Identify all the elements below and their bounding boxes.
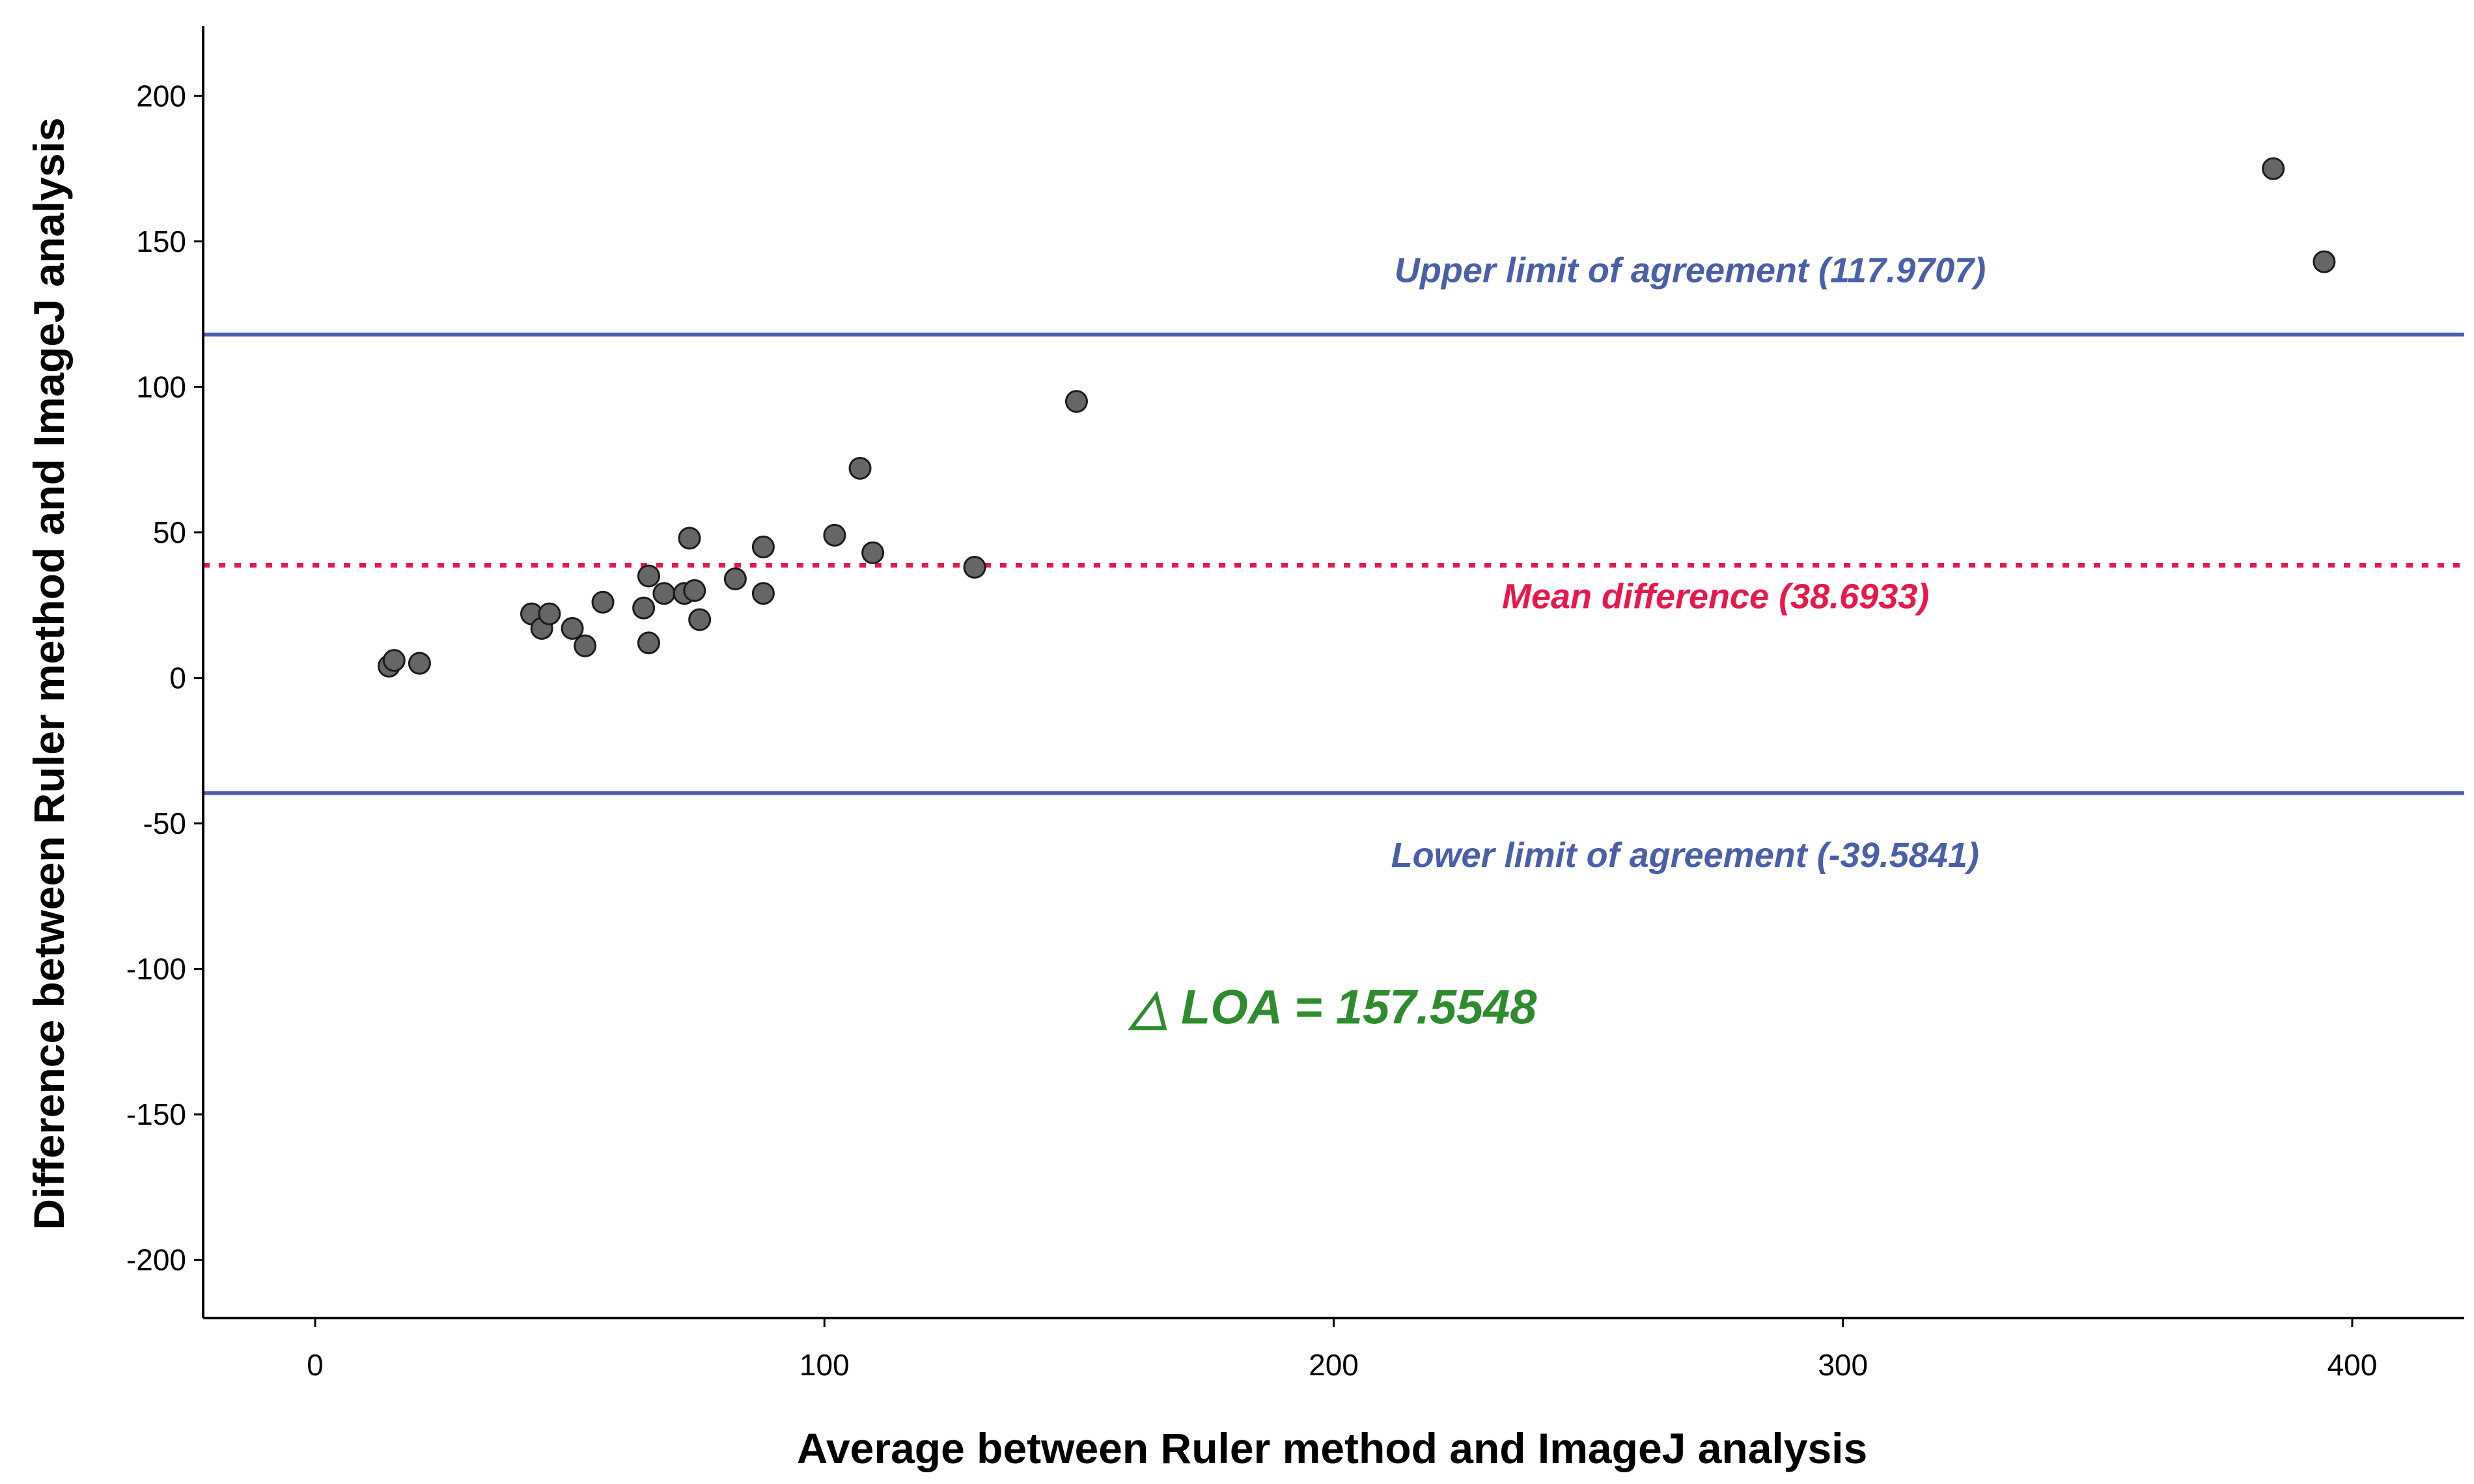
mean-difference-label: Mean difference (38.6933)	[1502, 577, 1929, 616]
data-point	[538, 602, 561, 625]
data-points	[378, 157, 2336, 678]
data-point	[591, 590, 615, 614]
y-axis-title: Difference between Ruler method and Imag…	[25, 117, 73, 1230]
x-tick-label: 100	[799, 1348, 850, 1382]
data-point	[683, 579, 706, 602]
y-tick-label: 50	[153, 515, 186, 549]
data-point	[637, 564, 660, 588]
lower-limit-label: Lower limit of agreement (-39.5841)	[1391, 836, 1979, 875]
data-point	[823, 523, 846, 547]
y-tick-label: -100	[126, 952, 186, 986]
data-point	[678, 527, 701, 550]
x-axis-ticks: 0 100 200 300 400	[307, 1318, 2377, 1382]
reference-labels: Upper limit of agreement (117.9707) Mean …	[1391, 251, 1986, 875]
data-point	[688, 608, 712, 631]
loa-annotation: △ LOA = 157.5548	[1128, 980, 1538, 1034]
data-point	[751, 582, 775, 605]
data-point	[652, 582, 676, 605]
y-tick-label: 0	[169, 661, 186, 694]
y-tick-label: 200	[136, 79, 186, 113]
data-point	[963, 556, 986, 579]
data-point	[2313, 250, 2336, 273]
axes	[202, 26, 2464, 1319]
data-point	[848, 457, 872, 480]
x-tick-label: 400	[2328, 1348, 2378, 1382]
data-point	[574, 634, 597, 657]
y-tick-label: -150	[126, 1097, 186, 1131]
x-axis-title: Average between Ruler method and ImageJ …	[797, 1424, 1867, 1472]
reference-lines	[203, 333, 2464, 795]
data-point	[632, 596, 656, 620]
data-point	[382, 649, 406, 672]
x-tick-label: 300	[1818, 1348, 1868, 1382]
data-point	[751, 535, 775, 558]
data-point	[723, 567, 747, 590]
data-point	[1064, 390, 1088, 413]
y-tick-label: 150	[136, 225, 186, 258]
data-point	[408, 652, 431, 675]
data-point	[861, 541, 885, 564]
x-tick-label: 200	[1309, 1348, 1359, 1382]
data-point	[561, 616, 584, 640]
data-point	[637, 631, 660, 655]
y-tick-label: -200	[126, 1243, 186, 1277]
data-point	[2262, 157, 2285, 180]
y-tick-label: 100	[136, 370, 186, 404]
upper-limit-label: Upper limit of agreement (117.9707)	[1395, 251, 1986, 290]
x-tick-label: 0	[307, 1348, 324, 1382]
y-axis-ticks: 200 150 100 50 0 -50 -100 -150 -200	[126, 79, 203, 1277]
y-tick-label: -50	[143, 806, 186, 840]
